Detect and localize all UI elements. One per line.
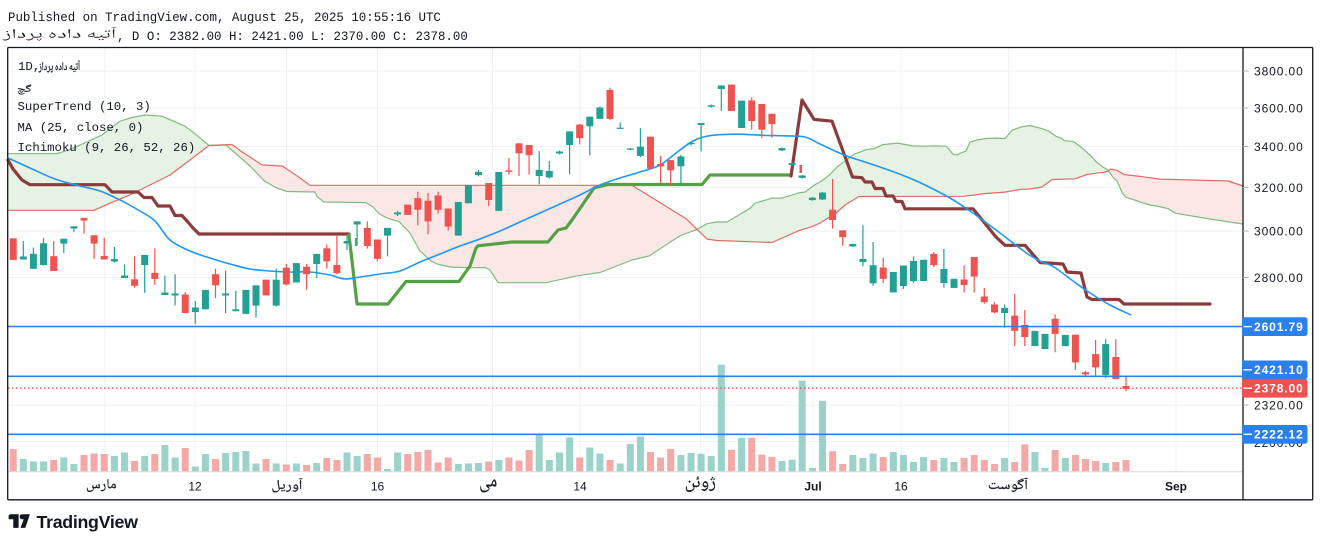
svg-text:12: 12 (188, 480, 202, 494)
svg-text:16: 16 (371, 480, 385, 494)
svg-text:3800.00: 3800.00 (1254, 64, 1304, 78)
svg-text:3400.00: 3400.00 (1254, 140, 1304, 154)
svg-text:2601.79: 2601.79 (1254, 320, 1304, 334)
svg-text:Ichimoku (9, 26, 52, 26): Ichimoku (9, 26, 52, 26) (18, 141, 196, 155)
svg-text:16: 16 (894, 480, 908, 494)
svg-text:2421.10: 2421.10 (1254, 363, 1304, 377)
svg-text:MA (25, close, 0): MA (25, close, 0) (18, 121, 144, 135)
svg-text:, D O: 2382.00 H: 2421.00 L: 2: , D O: 2382.00 H: 2421.00 L: 2370.00 C: … (117, 30, 468, 44)
svg-text:3600.00: 3600.00 (1254, 101, 1304, 115)
svg-text:Sep: Sep (1165, 480, 1187, 494)
svg-text:TradingView: TradingView (37, 512, 139, 532)
svg-text:Jul: Jul (804, 480, 821, 494)
svg-text:SuperTrend (10, 3): SuperTrend (10, 3) (18, 100, 151, 114)
svg-text:1D,: 1D, (18, 60, 40, 74)
svg-text:3200.00: 3200.00 (1254, 181, 1304, 195)
svg-text:2320.00: 2320.00 (1254, 398, 1304, 412)
svg-text:14: 14 (573, 480, 587, 494)
svg-text:2222.12: 2222.12 (1254, 428, 1304, 442)
svg-text:3000.00: 3000.00 (1254, 224, 1304, 238)
svg-text:Published on TradingView.com,: Published on TradingView.com, August 25,… (8, 11, 441, 25)
svg-text:2800.00: 2800.00 (1254, 271, 1304, 285)
svg-text:2378.00: 2378.00 (1254, 382, 1304, 396)
